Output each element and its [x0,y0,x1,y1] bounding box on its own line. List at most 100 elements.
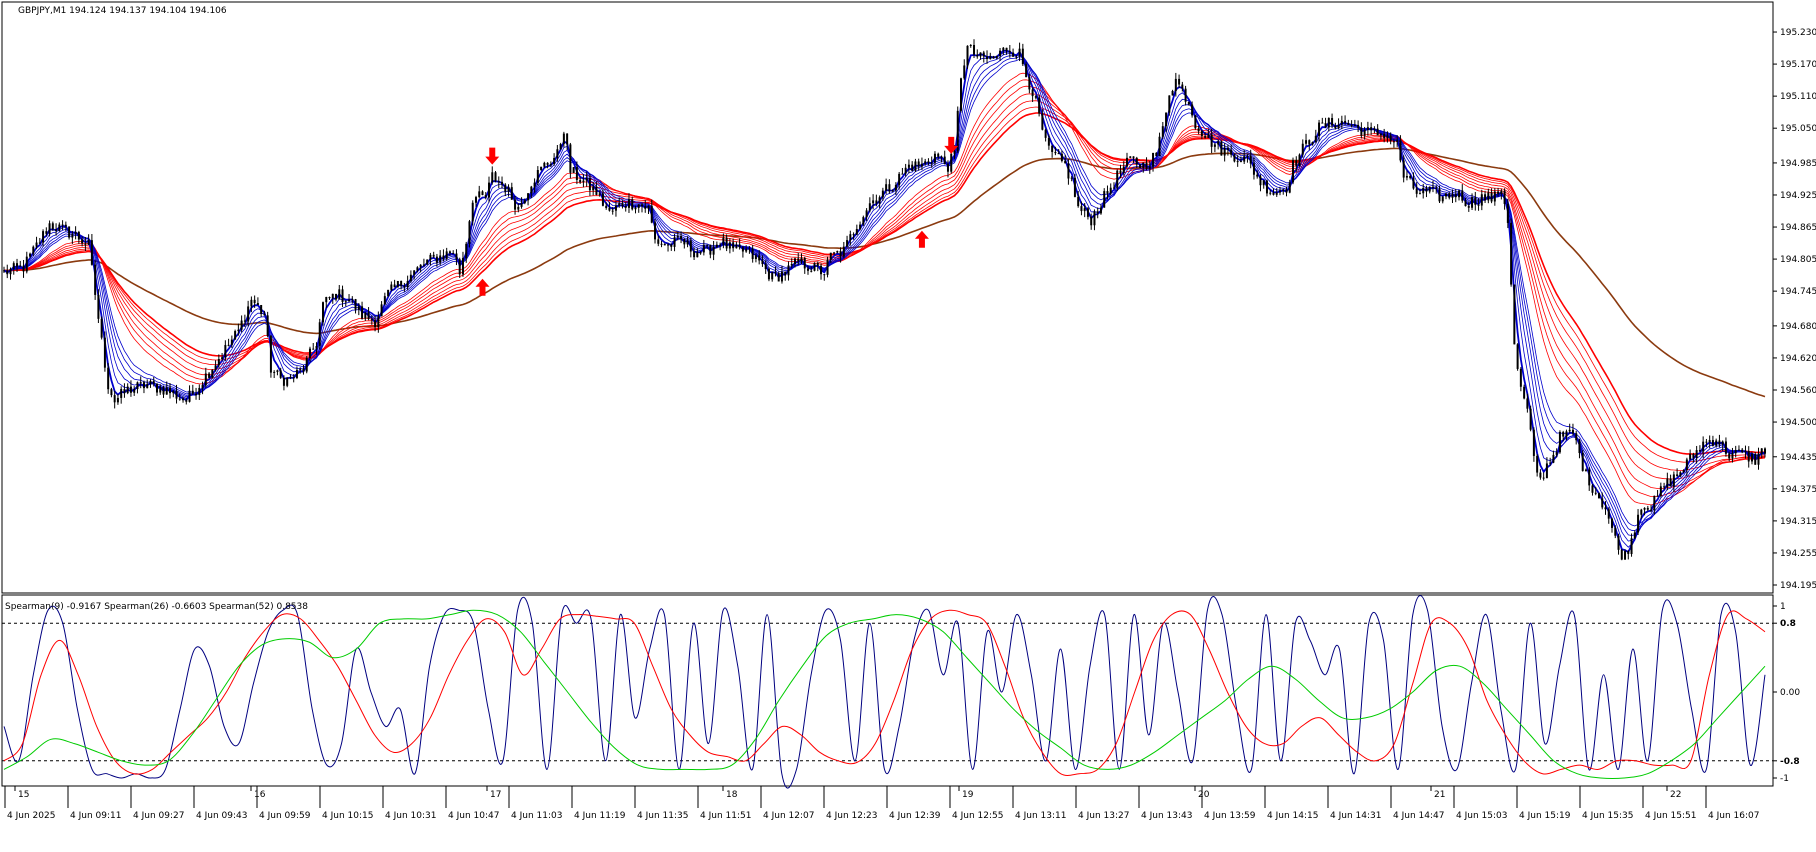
candle-body [273,371,276,373]
candle-body [605,205,608,209]
indicator-tick-label: -0.8 [1780,757,1800,767]
candle-body [907,164,910,168]
candle-body [566,133,569,145]
candle-body [745,248,748,252]
candle-body [1633,532,1636,539]
candle-body [1669,478,1672,487]
candle-body [1666,478,1669,488]
candle-body [1715,440,1718,446]
candle-body [1103,191,1106,208]
candle-body [1431,186,1434,188]
candle-body [1545,463,1548,479]
candle-body [253,299,256,304]
candle-body [129,386,132,393]
time-label: 4 Jun 09:27 [133,811,184,821]
candle-body [1363,130,1366,136]
candle-body [361,306,364,319]
candle-body [1510,222,1513,285]
candle-body [1060,153,1063,161]
candle-body [1275,192,1278,195]
candle-body [191,390,194,394]
candle-body [950,153,953,172]
candle-body [1418,193,1421,195]
candle-body [305,358,308,372]
candle-body [1425,188,1428,192]
candle-body [1152,152,1155,167]
candle-body [898,173,901,185]
candle-body [878,197,881,204]
candle-body [1012,52,1015,57]
candle-body [1630,538,1633,555]
candle-body [422,264,425,266]
candle-body [396,281,399,288]
time-label: 4 Jun 13:43 [1141,811,1192,821]
candle-body [852,234,855,236]
candle-body [312,348,315,350]
candle-body [1643,507,1646,510]
candle-body [976,54,979,57]
candle-body [1764,448,1766,454]
candle-body [1386,135,1389,139]
candle-body [74,231,77,235]
candle-body [920,163,923,167]
candle-body [914,161,917,171]
spearman-lines [3,595,1766,789]
candle-body [1529,408,1532,430]
indicator-tick-label: 1 [1780,602,1786,612]
candle-body [426,259,429,265]
candle-body [1047,137,1050,146]
candle-body [1070,177,1073,179]
candle-body [634,207,637,210]
candle-body [598,193,601,195]
candle-body [601,193,604,206]
candle-body [338,289,341,300]
candle-body [234,331,237,340]
candle-body [195,393,198,396]
candle-body [488,182,491,198]
time-label: 4 Jun 15:19 [1519,811,1571,821]
candle-body [979,52,982,57]
candle-body [1571,429,1574,434]
candle-body [175,390,178,399]
candle-body [461,258,464,275]
candle-body [1422,188,1425,194]
time-label: 4 Jun 11:03 [511,811,562,821]
candle-body [572,167,575,173]
candle-body [1272,192,1275,195]
candle-body [1337,124,1340,129]
candle-body [1200,131,1203,137]
candle-body [829,252,832,260]
time-label: 4 Jun 14:31 [1330,811,1381,821]
candle-body [517,206,520,210]
candle-body [406,281,409,288]
candle-body [1233,154,1236,162]
candle-body [1357,124,1360,128]
candle-body [419,264,422,268]
symbol-header: GBPJPY,M1 194.124 194.137 194.104 194.10… [18,6,227,16]
candle-body [1451,194,1454,198]
candle-body [185,400,188,402]
candle-body [588,177,591,191]
candle-body [292,377,295,379]
candle-body [1565,431,1568,437]
long-ma-line [4,147,1766,398]
candle-body [790,264,793,266]
candle-body [1311,142,1314,145]
candle-body [712,246,715,255]
candle-body [1702,441,1705,452]
candle-body [562,133,565,145]
candle-body [1230,149,1233,155]
candle-body [1057,153,1060,155]
candle-body [22,265,25,272]
candle-body [1223,148,1226,156]
candle-body [48,223,51,234]
candle-body [1366,127,1369,131]
candle-body [839,251,842,257]
candle-body [966,45,969,66]
candle-body [1213,144,1216,147]
candle-body [94,264,97,295]
candle-body [849,234,852,241]
grid-label: 20 [1198,790,1210,800]
